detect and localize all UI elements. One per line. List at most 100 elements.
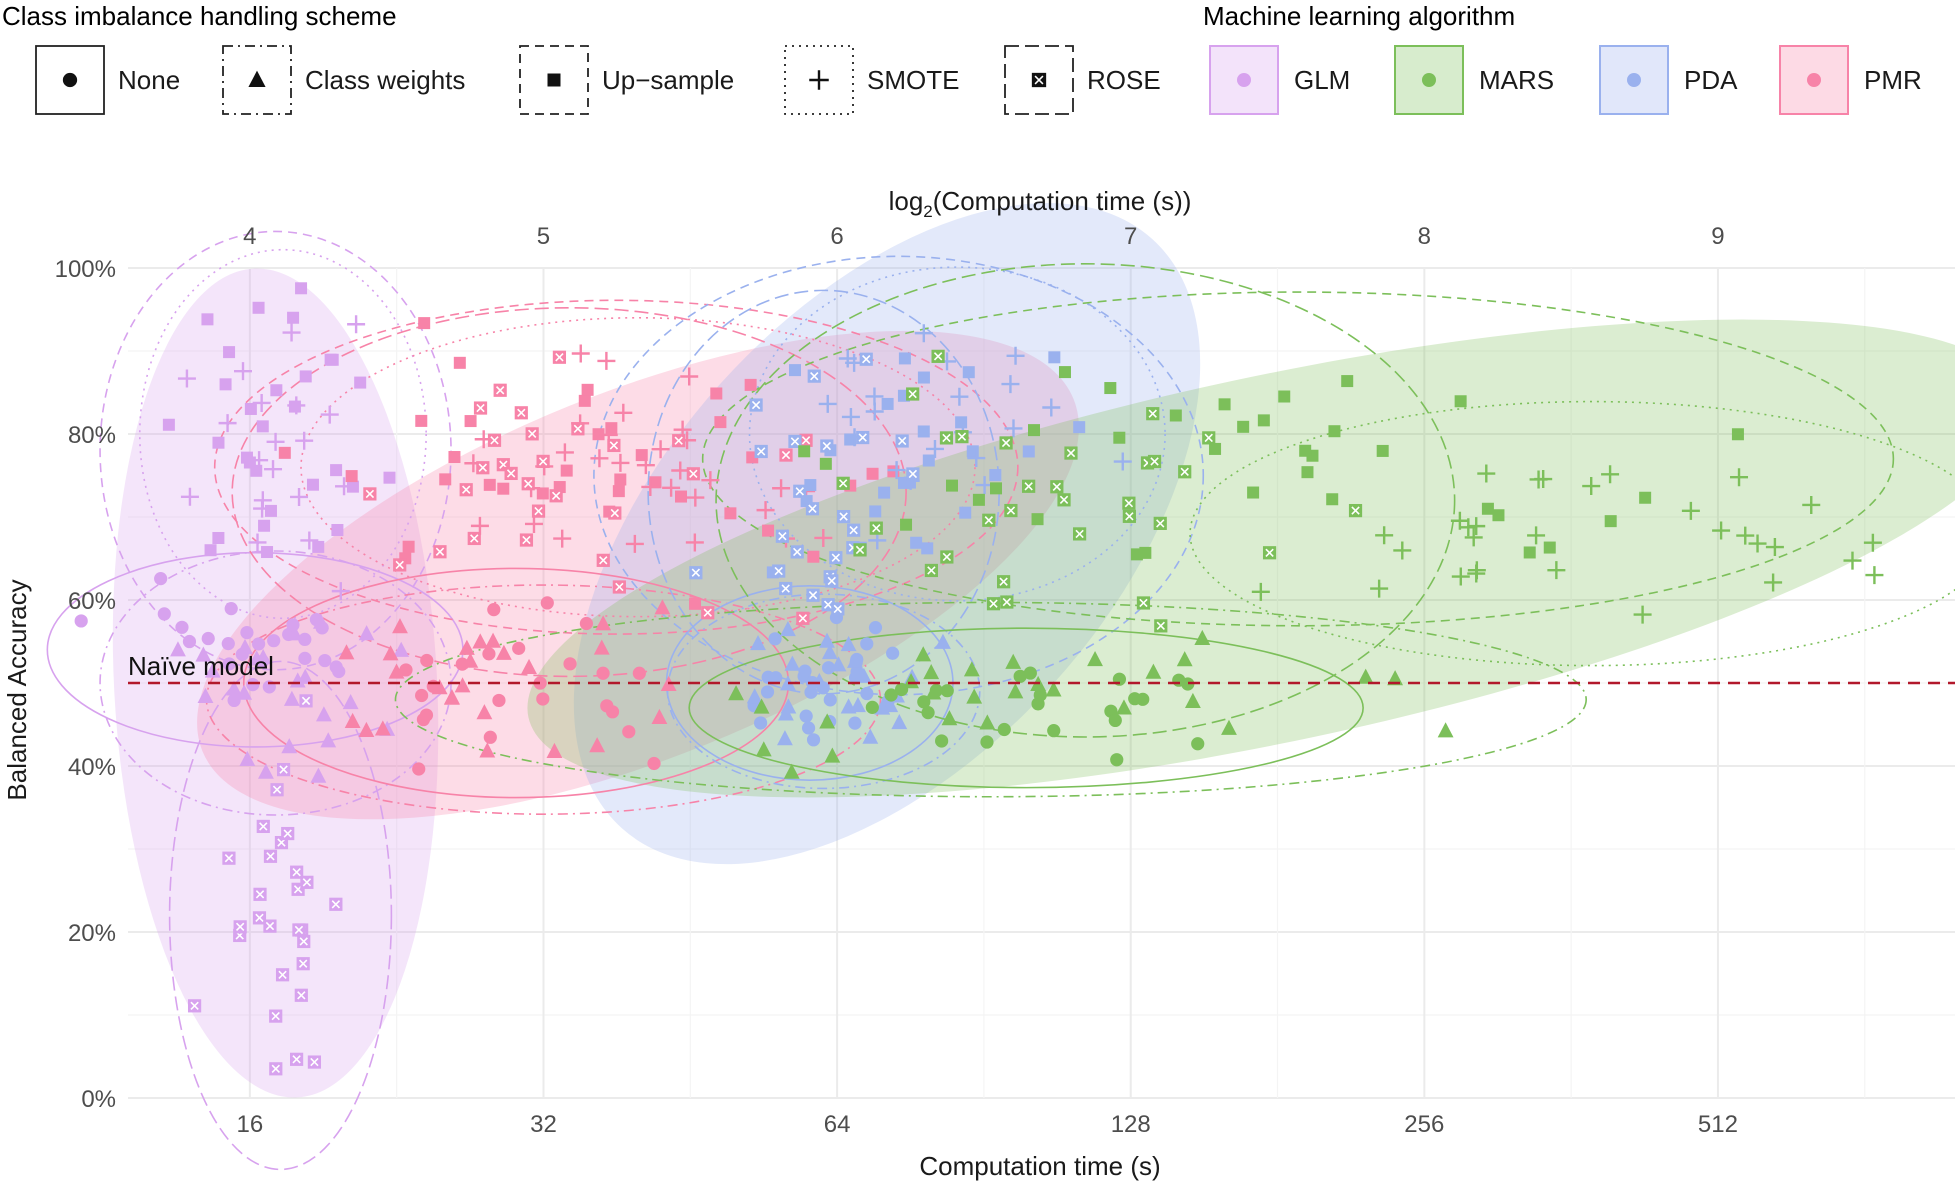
marker-cross: [495, 386, 505, 395]
square-marker: [614, 473, 627, 486]
square-marker: [547, 73, 561, 87]
data-point-pmr-rose: [519, 533, 534, 547]
marker-cross: [1002, 597, 1012, 607]
data-point-mars-up: [1031, 513, 1044, 526]
data-point-pmr-rose: [476, 461, 490, 475]
data-point-pmr-smote: [701, 471, 720, 490]
square-marker: [990, 482, 1003, 495]
triangle-marker: [746, 688, 763, 704]
data-point-glm-none: [222, 657, 236, 671]
data-point-glm-up: [324, 353, 337, 366]
circle-marker: [823, 693, 837, 707]
marker-cross: [957, 432, 967, 441]
data-point-pmr-rose: [549, 489, 563, 503]
data-point-mars-rose: [836, 476, 850, 490]
circle-marker: [175, 620, 189, 634]
color-legend-dot: [1807, 73, 1821, 87]
marker-cross: [1006, 506, 1016, 515]
data-point-glm-none: [201, 631, 215, 646]
square-marker: [258, 519, 271, 532]
plus-marker: [680, 367, 699, 386]
marker-cross: [292, 1055, 301, 1064]
circle-marker: [801, 721, 816, 735]
square-marker: [299, 370, 312, 383]
data-point-glm-cw: [170, 641, 186, 657]
triangle-marker: [651, 708, 668, 724]
data-point-pmr-up: [744, 378, 757, 391]
data-point-pmr-cw: [654, 599, 671, 615]
square-marker: [972, 493, 985, 506]
plus-marker: [1464, 528, 1483, 547]
circle-marker: [622, 725, 636, 739]
square-marker: [212, 436, 225, 449]
data-point-glm-rose: [187, 999, 202, 1013]
data-point-glm-up: [212, 436, 225, 449]
data-point-pda-smote: [865, 387, 884, 406]
data-point-pmr-cw: [392, 618, 408, 634]
data-point-pmr-cw: [462, 652, 479, 668]
triangle-marker: [479, 742, 496, 758]
square-marker: [878, 486, 891, 499]
square-marker: [900, 518, 913, 531]
data-point-mars-smote: [1748, 534, 1767, 553]
square-marker: [1454, 395, 1467, 408]
color-legend-label: PDA: [1684, 65, 1738, 95]
data-point-mars-cw: [1387, 670, 1404, 686]
data-point-pmr-rose: [701, 606, 715, 620]
data-point-mars-cw: [1221, 719, 1237, 735]
data-point-pda-up: [955, 416, 968, 429]
square-marker: [945, 479, 958, 492]
data-point-mars-rose: [986, 597, 1001, 611]
data-point-pmr-cw: [521, 658, 537, 674]
plus-marker: [1529, 470, 1548, 489]
data-point-pmr-cw: [344, 712, 361, 728]
data-point-pmr-rose: [521, 477, 535, 491]
plus-marker: [814, 528, 833, 547]
marker-cross: [927, 566, 936, 575]
square-marker: [1492, 509, 1505, 522]
square-marker: [402, 540, 415, 553]
marker-cross: [527, 429, 537, 439]
data-point-pmr-smote: [625, 534, 644, 553]
data-point-mars-up: [1058, 366, 1071, 379]
circle-marker: [201, 631, 215, 646]
plus-marker: [1527, 526, 1546, 545]
y-tick-label: 60%: [68, 588, 116, 615]
data-point-pda-rose: [837, 509, 851, 524]
data-point-pmr-none: [533, 676, 547, 690]
data-point-mars-rose: [1073, 527, 1087, 541]
square-marker: [898, 352, 911, 365]
data-point-pda-rose: [793, 484, 807, 498]
triangle-marker: [392, 618, 408, 634]
plus-marker: [611, 453, 630, 472]
data-point-pmr-cw: [595, 615, 612, 631]
triangle-marker: [1145, 663, 1162, 679]
data-point-glm-none: [332, 664, 346, 679]
triangle-marker: [935, 633, 951, 649]
triangle-marker: [847, 652, 863, 668]
data-point-pmr-up: [418, 317, 431, 330]
triangle-marker: [320, 732, 337, 748]
data-point-mars-up: [798, 445, 811, 458]
circle-marker: [647, 756, 661, 771]
data-point-glm-none: [286, 618, 300, 632]
plus-marker: [1375, 526, 1394, 545]
data-point-pmr-cw: [651, 708, 668, 724]
data-point-pda-up: [869, 505, 882, 518]
data-point-pmr-up: [345, 470, 358, 483]
data-point-pmr-rose: [473, 401, 488, 415]
data-point-glm-up: [295, 282, 308, 295]
data-point-glm-smote: [250, 451, 269, 470]
plus-marker: [300, 531, 319, 550]
plus-marker: [1547, 561, 1566, 580]
shape-legend-title: Class imbalance handling scheme: [2, 1, 397, 31]
plus-marker: [1764, 573, 1783, 592]
data-point-mars-cw: [1194, 629, 1211, 646]
data-point-pmr-cw: [589, 737, 606, 753]
data-point-mars-none: [935, 734, 949, 748]
data-point-pmr-smote: [611, 453, 630, 472]
plus-marker: [1730, 468, 1749, 487]
circle-marker: [483, 730, 497, 744]
plus-marker: [1681, 501, 1700, 520]
plus-marker: [662, 478, 681, 497]
